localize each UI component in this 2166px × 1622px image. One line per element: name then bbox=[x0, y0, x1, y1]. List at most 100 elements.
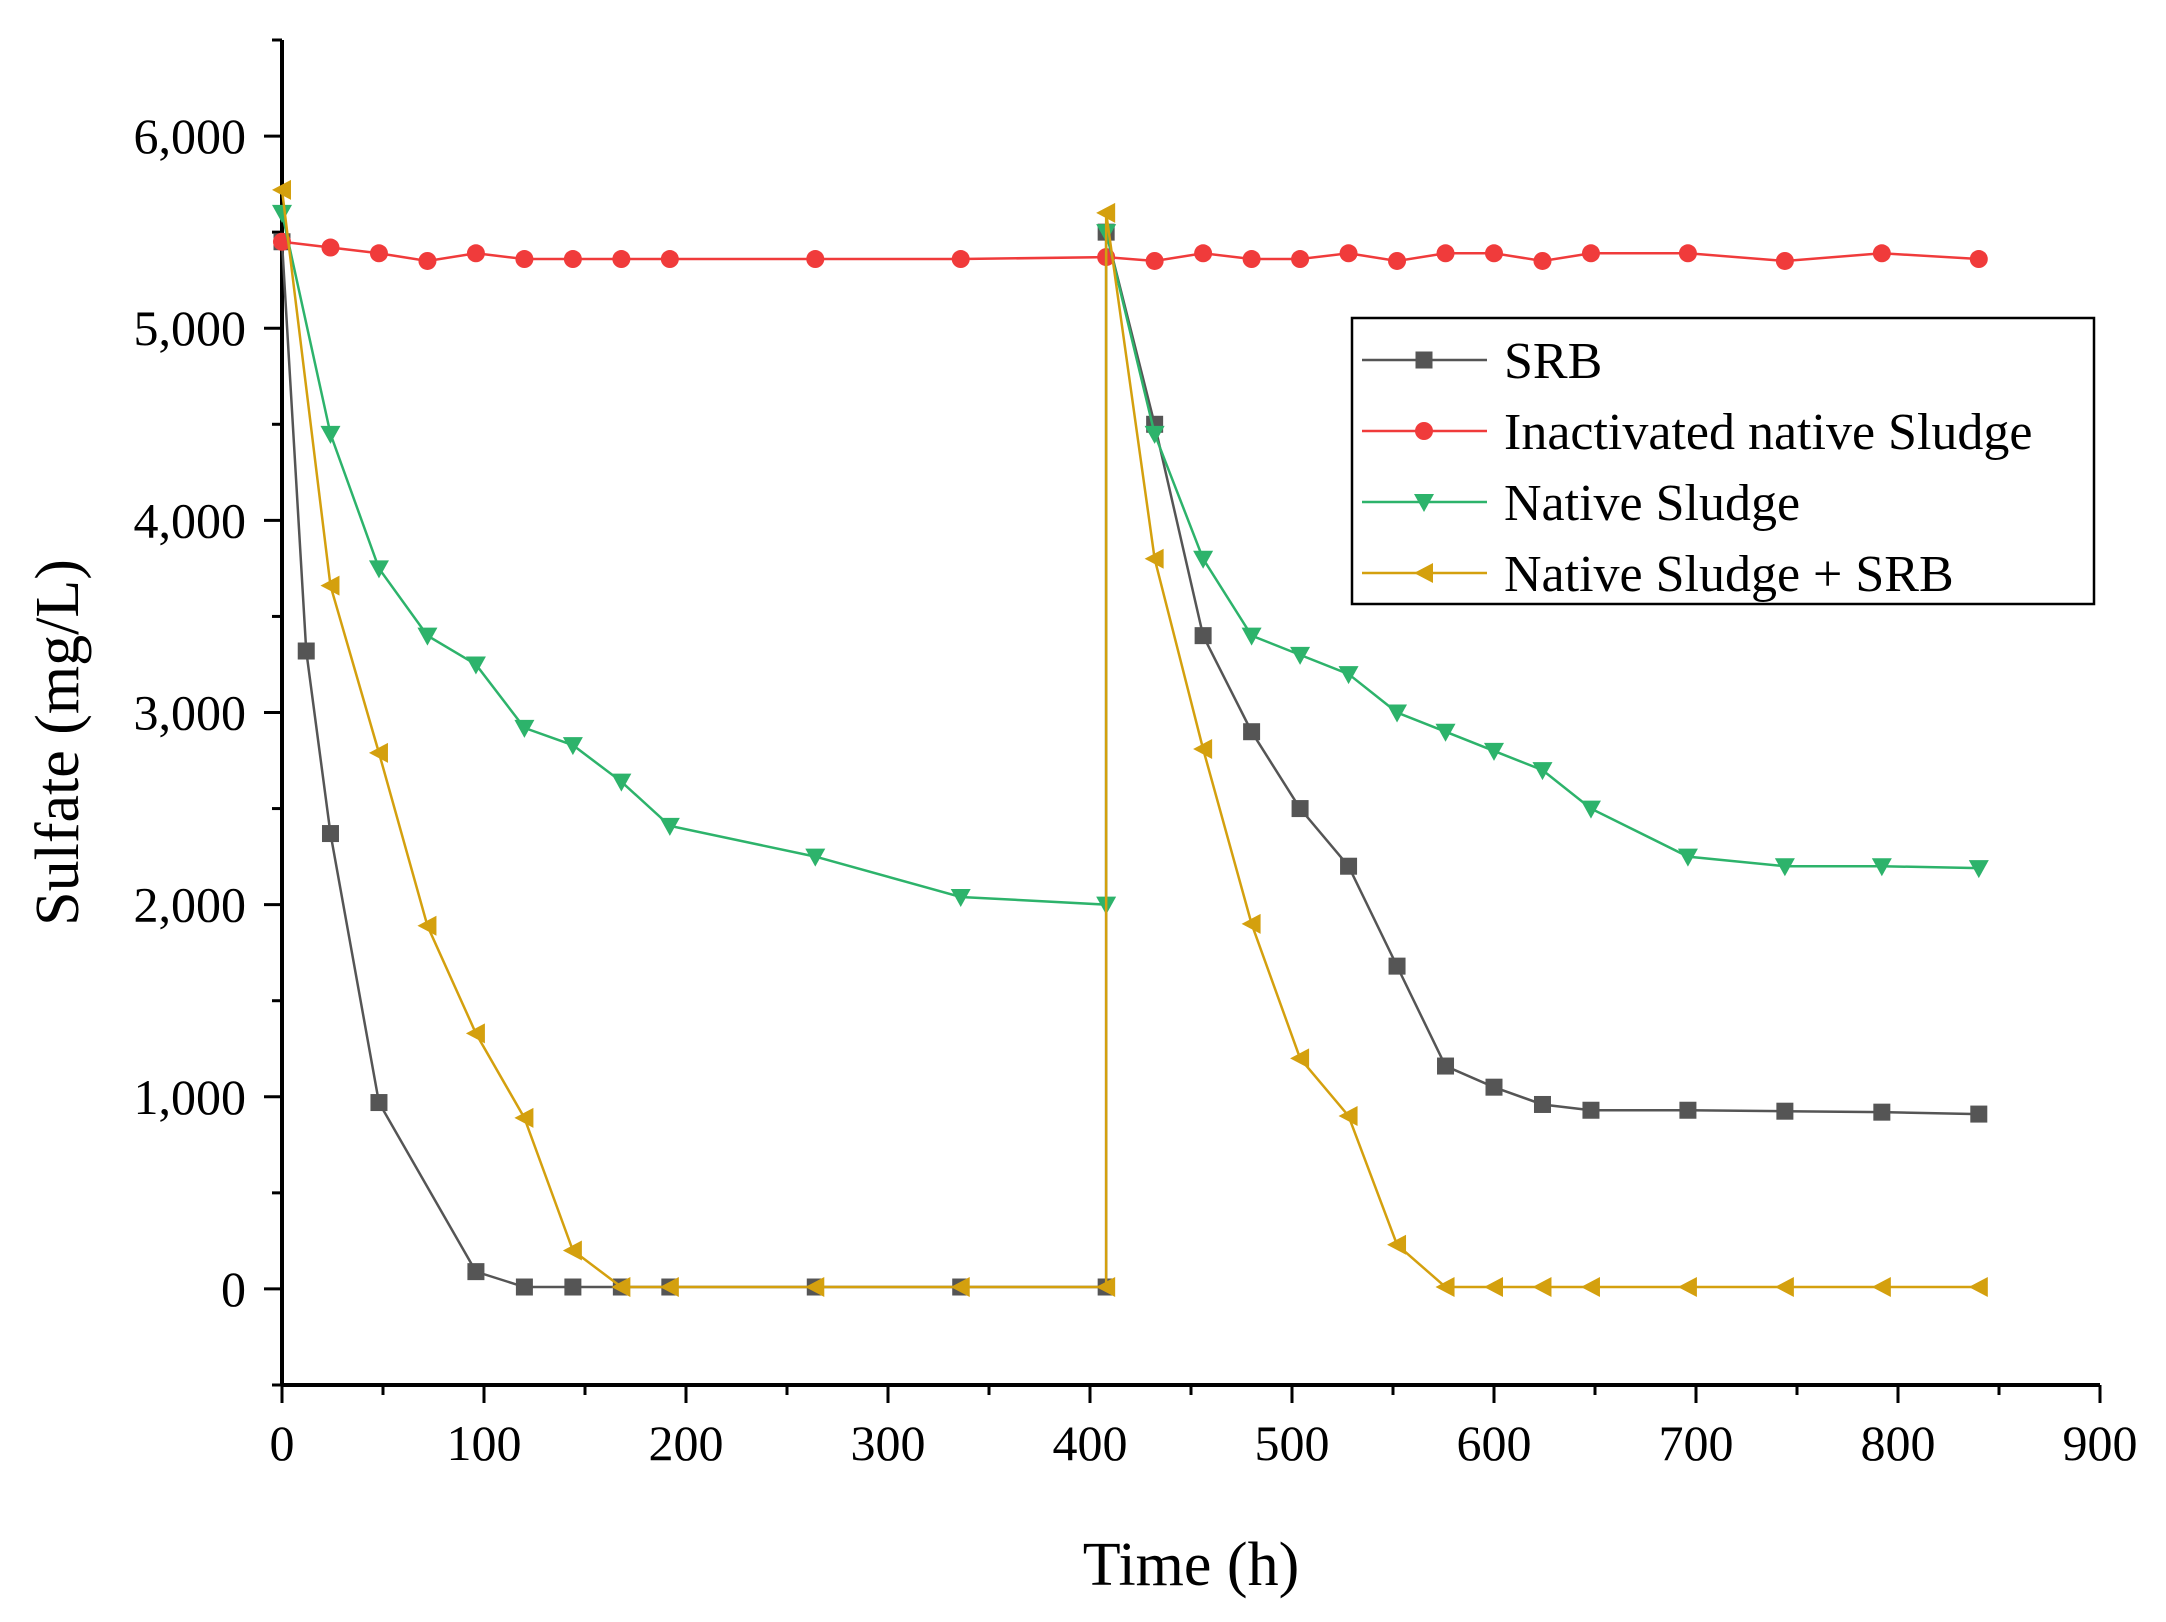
x-tick-label: 800 bbox=[1861, 1415, 1936, 1471]
data-point bbox=[320, 425, 341, 444]
data-point bbox=[1388, 957, 1406, 975]
data-point bbox=[1387, 704, 1408, 723]
y-tick-label: 1,000 bbox=[134, 1069, 247, 1125]
series-1 bbox=[273, 232, 1988, 270]
series-3 bbox=[272, 179, 1988, 1298]
data-point bbox=[465, 656, 486, 675]
x-tick-label: 200 bbox=[649, 1415, 724, 1471]
data-point bbox=[950, 888, 971, 907]
x-tick-label: 100 bbox=[447, 1415, 522, 1471]
data-point bbox=[272, 179, 291, 200]
data-point bbox=[467, 1263, 485, 1281]
data-point bbox=[1193, 739, 1213, 760]
data-point bbox=[1096, 1277, 1116, 1298]
x-tick-label: 700 bbox=[1659, 1415, 1734, 1471]
x-tick-label: 500 bbox=[1255, 1415, 1330, 1471]
y-tick-label: 3,000 bbox=[134, 685, 247, 741]
data-point bbox=[1242, 250, 1261, 269]
data-point bbox=[514, 719, 535, 738]
data-point bbox=[564, 1278, 582, 1296]
y-tick-label: 0 bbox=[221, 1261, 246, 1317]
axes: 0 100 200 300 400 500 600 700 800 900 0 1,000 2,000 3… bbox=[134, 38, 2138, 1471]
data-point bbox=[1532, 1277, 1552, 1298]
data-point bbox=[562, 737, 583, 756]
data-point bbox=[1533, 1095, 1551, 1113]
legend-swatch-marker bbox=[1414, 563, 1433, 583]
data-point bbox=[1243, 723, 1261, 741]
data-point bbox=[1290, 1048, 1310, 1069]
data-point bbox=[320, 575, 340, 596]
data-point bbox=[1873, 1103, 1891, 1121]
data-point bbox=[1096, 202, 1116, 223]
data-point bbox=[417, 627, 438, 646]
data-point bbox=[1290, 646, 1311, 665]
data-point bbox=[1533, 251, 1552, 270]
data-point bbox=[1339, 244, 1358, 263]
data-point bbox=[321, 238, 340, 257]
data-point bbox=[1679, 1101, 1697, 1119]
legend-entry-label: Inactivated native Sludge bbox=[1504, 404, 2032, 461]
data-point bbox=[659, 817, 680, 836]
data-point bbox=[1532, 762, 1553, 781]
data-point bbox=[612, 250, 631, 269]
legend-swatch-marker bbox=[1415, 351, 1433, 369]
data-point bbox=[1484, 1277, 1503, 1298]
data-point bbox=[1485, 244, 1503, 263]
data-point bbox=[1582, 1101, 1600, 1119]
data-point bbox=[806, 250, 825, 269]
x-tick-label: 400 bbox=[1053, 1415, 1128, 1471]
data-point bbox=[1968, 860, 1989, 879]
data-point bbox=[951, 250, 970, 269]
legend-entry-label: Native Sludge + SRB bbox=[1504, 546, 1954, 603]
y-tick-label: 5,000 bbox=[134, 300, 247, 356]
legend-swatch-marker bbox=[1415, 422, 1433, 440]
data-point bbox=[1678, 244, 1697, 263]
data-point bbox=[1145, 251, 1164, 270]
data-point bbox=[660, 250, 679, 269]
data-point bbox=[1872, 244, 1891, 263]
data-point bbox=[1338, 666, 1359, 685]
data-point bbox=[1436, 244, 1455, 263]
data-point bbox=[1871, 858, 1892, 877]
data-point bbox=[1677, 1277, 1697, 1298]
data-point bbox=[1677, 848, 1698, 867]
data-point bbox=[1194, 244, 1213, 263]
data-point bbox=[1774, 858, 1795, 877]
legend-swatch-marker bbox=[1414, 494, 1434, 512]
data-point bbox=[1193, 550, 1214, 569]
data-point bbox=[1241, 913, 1261, 934]
data-point bbox=[417, 915, 437, 936]
data-point bbox=[805, 848, 826, 867]
legend-entry-label: SRB bbox=[1504, 333, 1602, 390]
data-point bbox=[272, 204, 292, 223]
data-point bbox=[1387, 1234, 1407, 1255]
data-point bbox=[369, 244, 388, 263]
data-point bbox=[515, 250, 534, 269]
data-point bbox=[1194, 627, 1212, 645]
data-point bbox=[465, 1023, 485, 1044]
data-point bbox=[370, 1094, 388, 1112]
data-point bbox=[1435, 1277, 1455, 1298]
data-point bbox=[321, 825, 339, 843]
data-point bbox=[514, 1107, 534, 1128]
data-point bbox=[1970, 1105, 1988, 1123]
data-point bbox=[805, 1277, 825, 1298]
data-point bbox=[1580, 1277, 1600, 1298]
data-point bbox=[1774, 1277, 1794, 1298]
y-tick-label: 2,000 bbox=[134, 877, 247, 933]
y-axis-title: Sulfate (mg/L) bbox=[24, 559, 92, 926]
x-tick-label: 0 bbox=[270, 1415, 295, 1471]
data-point bbox=[418, 251, 437, 270]
data-point bbox=[1435, 723, 1456, 742]
series-line-1 bbox=[281, 240, 1979, 263]
data-point bbox=[1484, 742, 1504, 761]
data-point bbox=[611, 773, 632, 792]
data-point bbox=[950, 1277, 970, 1298]
data-point bbox=[466, 244, 485, 263]
x-tick-label: 900 bbox=[2063, 1415, 2138, 1471]
data-point bbox=[659, 1277, 679, 1298]
x-tick-label: 600 bbox=[1457, 1415, 1532, 1471]
data-point bbox=[1437, 1057, 1455, 1075]
data-point bbox=[1485, 1078, 1503, 1096]
